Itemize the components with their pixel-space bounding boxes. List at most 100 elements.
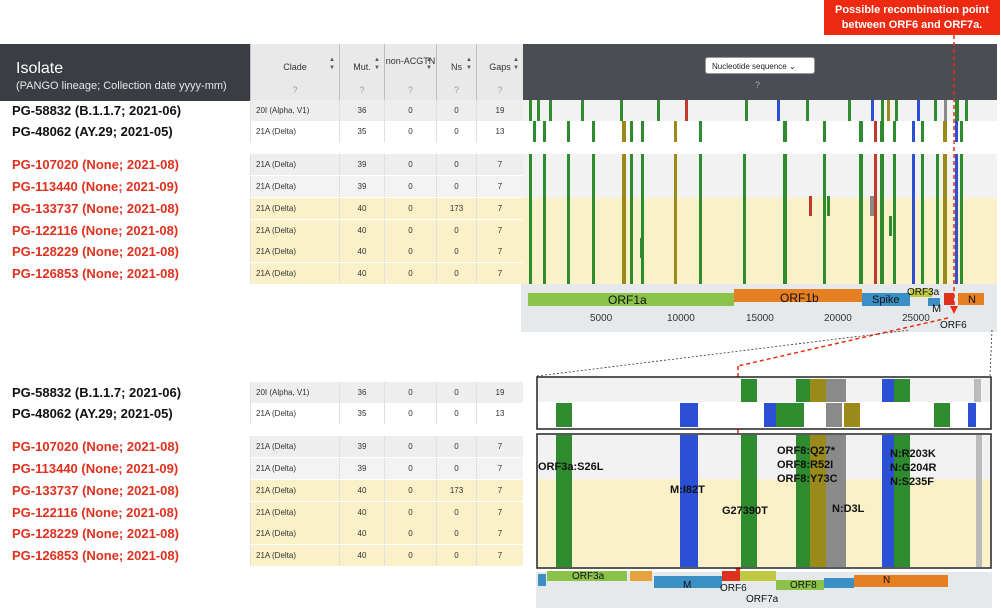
mutation-annotation: N:G204R: [890, 462, 937, 474]
table-row[interactable]: 21A (Delta) 35 0 0 13: [250, 121, 523, 142]
table-row[interactable]: 21A (Delta) 39 0 0 7: [250, 436, 523, 457]
table-row[interactable]: 21A (Delta) 40 0 173 7: [250, 198, 523, 219]
sort-arrows-icon[interactable]: ▲ ▼: [466, 57, 472, 71]
gene-label: ORF3a: [907, 287, 940, 298]
sort-arrows-icon[interactable]: ▲ ▼: [426, 57, 432, 71]
table-row[interactable]: 21A (Delta) 40 0 0 7: [250, 545, 523, 566]
table-row[interactable]: 21A (Delta) 40 0 0 7: [250, 263, 523, 284]
delta-row-bars: [533, 121, 963, 142]
isolate-name[interactable]: PG-128229 (None; 2021-08): [12, 526, 179, 541]
table-row[interactable]: 21A (Delta) 40 0 0 7: [250, 220, 523, 241]
isolate-name[interactable]: PG-48062 (AY.29; 2021-05): [12, 124, 173, 139]
table-row[interactable]: 21A (Delta) 40 0 0 7: [250, 523, 523, 544]
gene-orf3a[interactable]: [910, 289, 932, 297]
gaps-cell: 13: [476, 403, 523, 424]
isolate-name[interactable]: PG-113440 (None; 2021-09): [12, 461, 179, 476]
non-acgtn-cell: 0: [384, 458, 436, 479]
gaps-column-header[interactable]: Gaps ? ▲ ▼: [476, 44, 523, 101]
gene-n[interactable]: [854, 575, 948, 587]
gaps-cell: 7: [476, 523, 523, 544]
gene-label: ORF1b: [780, 291, 819, 305]
mutation-track-area[interactable]: [523, 154, 997, 198]
gene-label: N: [968, 294, 976, 306]
zoomed-mutation-view[interactable]: [536, 376, 992, 572]
clade-cell: 21A (Delta): [250, 502, 339, 523]
mut-help-icon[interactable]: ?: [359, 85, 365, 95]
non-acgtn-header-label: non-ACGTN: [385, 56, 436, 66]
sort-arrows-icon[interactable]: ▲ ▼: [513, 57, 519, 71]
mut-cell: 40: [339, 480, 384, 501]
mutation-track-area[interactable]: [523, 198, 997, 284]
gene-orf6[interactable]: [944, 293, 954, 305]
table-row[interactable]: 21A (Delta) 39 0 0 7: [250, 154, 523, 175]
isolate-name[interactable]: PG-126853 (None; 2021-08): [12, 548, 179, 563]
sort-arrows-icon[interactable]: ▲ ▼: [329, 57, 335, 71]
non-acgtn-cell: 0: [384, 436, 436, 457]
isolate-name[interactable]: PG-133737 (None; 2021-08): [12, 201, 179, 216]
gene-orf8[interactable]: [776, 580, 824, 590]
mutation-annotation: G27390T: [722, 505, 768, 517]
gene-m[interactable]: [654, 576, 722, 588]
clade-help-icon[interactable]: ?: [292, 85, 298, 95]
sort-arrows-icon[interactable]: ▲ ▼: [374, 57, 380, 71]
isolate-column-header[interactable]: Isolate (PANGO lineage; Collection date …: [0, 44, 250, 101]
alpha-row-bars: [529, 100, 968, 121]
gene-orf6[interactable]: [722, 571, 740, 581]
isolate-name[interactable]: PG-107020 (None; 2021-08): [12, 157, 179, 172]
isolate-name[interactable]: PG-113440 (None; 2021-09): [12, 179, 179, 194]
non-acgtn-help-icon[interactable]: ?: [407, 85, 413, 95]
gene-orf7a[interactable]: [740, 571, 776, 581]
view-mode-select[interactable]: Nucleotide sequence ⌄: [705, 57, 815, 74]
table-row[interactable]: 21A (Delta) 40 0 173 7: [250, 480, 523, 501]
gaps-help-icon[interactable]: ?: [497, 85, 503, 95]
gene-label: ORF1a: [608, 293, 647, 307]
gaps-cell: 13: [476, 121, 523, 142]
ns-help-icon[interactable]: ?: [453, 85, 459, 95]
gene-spike[interactable]: [862, 293, 910, 306]
mut-column-header[interactable]: Mut. ? ▲ ▼: [339, 44, 384, 101]
gaps-cell: 7: [476, 263, 523, 284]
table-row[interactable]: 20I (Alpha, V1) 36 0 0 19: [250, 100, 523, 121]
non-acgtn-cell: 0: [384, 545, 436, 566]
non-acgtn-column-header[interactable]: non-ACGTN ? ▲ ▼: [384, 44, 436, 101]
gene-orf3a[interactable]: [547, 571, 627, 581]
gene-m[interactable]: [928, 298, 940, 306]
ns-cell: 173: [436, 198, 476, 219]
isolate-name[interactable]: PG-58832 (B.1.1.7; 2021-06): [12, 103, 182, 118]
gene-label: ORF3a: [572, 571, 605, 582]
table-row[interactable]: 21A (Delta) 35 0 0 13: [250, 403, 523, 424]
gene-label: M: [683, 580, 692, 591]
isolate-header-subtitle: (PANGO lineage; Collection date yyyy-mm): [16, 80, 227, 92]
table-row[interactable]: 21A (Delta) 39 0 0 7: [250, 458, 523, 479]
isolate-name[interactable]: PG-126853 (None; 2021-08): [12, 266, 179, 281]
mutation-annotation: N:R203K: [890, 448, 936, 460]
mut-cell: 36: [339, 100, 384, 121]
ns-column-header[interactable]: Ns ? ▲ ▼: [436, 44, 476, 101]
isolate-name[interactable]: PG-128229 (None; 2021-08): [12, 244, 179, 259]
clade-cell: 21A (Delta): [250, 458, 339, 479]
clade-cell: 21A (Delta): [250, 523, 339, 544]
mut-header-label: Mut.: [353, 62, 371, 72]
view-help-icon[interactable]: ?: [755, 80, 761, 90]
clade-column-header[interactable]: Clade ? ▲ ▼: [250, 44, 339, 101]
gene-orf1a[interactable]: [528, 293, 734, 306]
ns-cell: 0: [436, 154, 476, 175]
isolate-name[interactable]: PG-58832 (B.1.1.7; 2021-06): [12, 385, 182, 400]
gene-orf1b[interactable]: [734, 289, 862, 302]
non-acgtn-cell: 0: [384, 241, 436, 262]
clade-header-label: Clade: [283, 62, 307, 72]
non-acgtn-cell: 0: [384, 382, 436, 403]
isolate-name[interactable]: PG-122116 (None; 2021-08): [12, 505, 179, 520]
isolate-name[interactable]: PG-133737 (None; 2021-08): [12, 483, 179, 498]
gaps-cell: 7: [476, 176, 523, 197]
isolate-name[interactable]: PG-122116 (None; 2021-08): [12, 223, 179, 238]
gene-n[interactable]: [958, 293, 984, 305]
isolate-name[interactable]: PG-107020 (None; 2021-08): [12, 439, 179, 454]
isolate-name[interactable]: PG-48062 (AY.29; 2021-05): [12, 406, 173, 421]
mut-cell: 35: [339, 121, 384, 142]
table-row[interactable]: 20I (Alpha, V1) 36 0 0 19: [250, 382, 523, 403]
gene-block: [824, 578, 854, 588]
table-row[interactable]: 21A (Delta) 40 0 0 7: [250, 502, 523, 523]
table-row[interactable]: 21A (Delta) 39 0 0 7: [250, 176, 523, 197]
table-row[interactable]: 21A (Delta) 40 0 0 7: [250, 241, 523, 262]
